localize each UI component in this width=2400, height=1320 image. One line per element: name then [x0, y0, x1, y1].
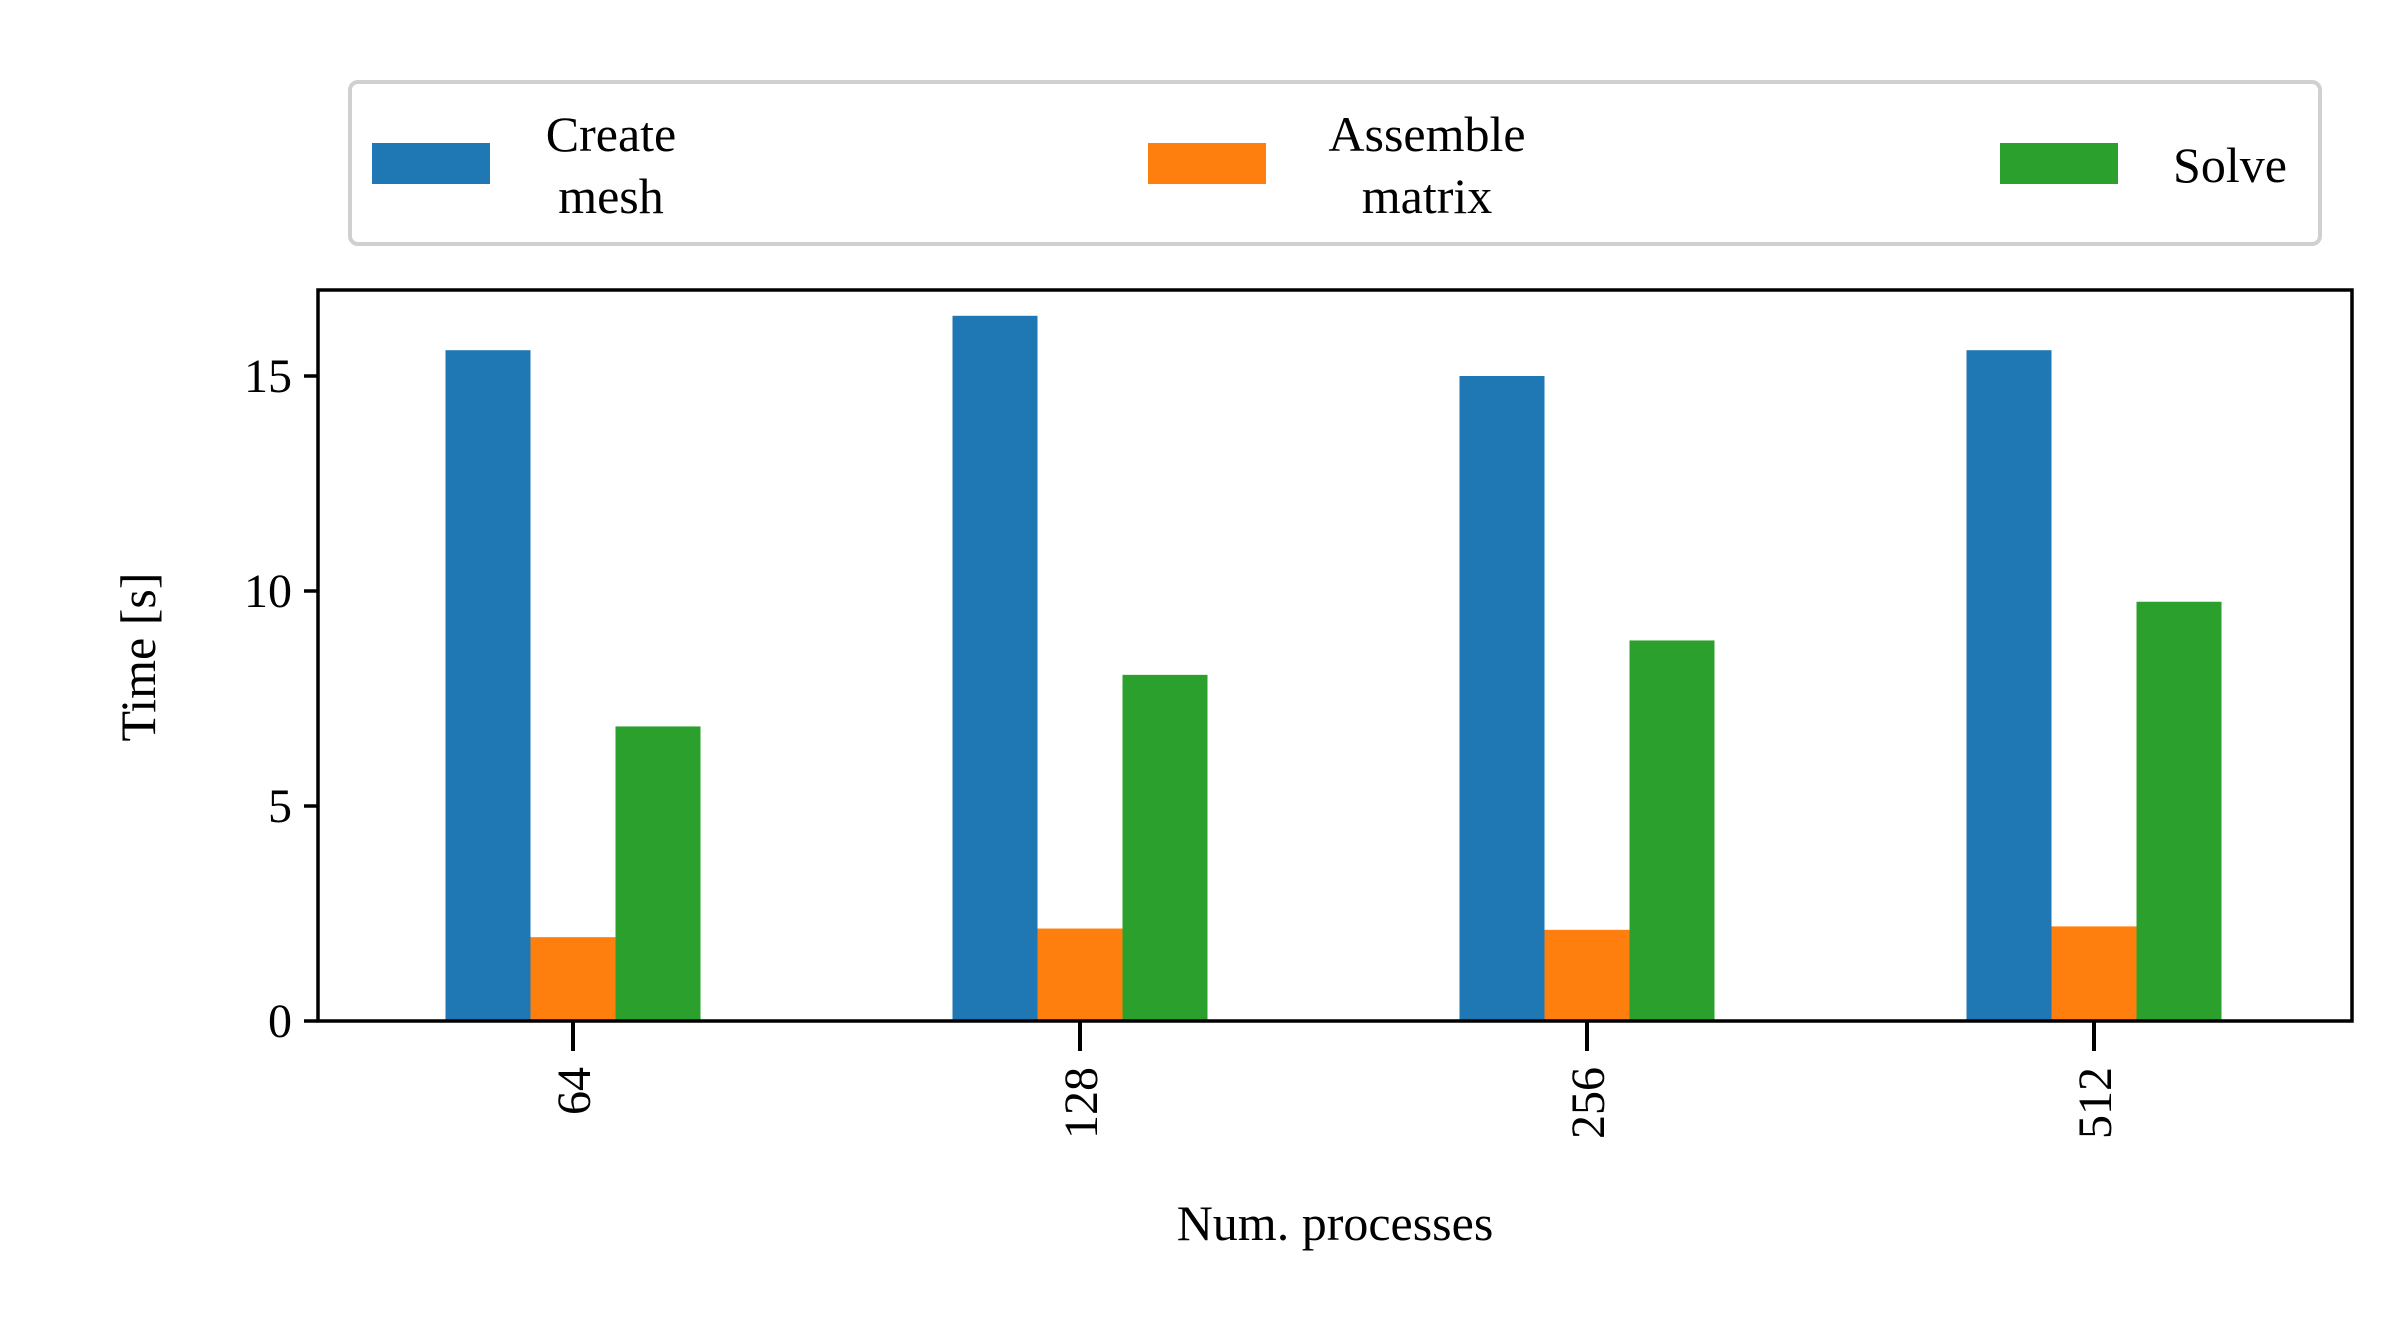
bar-assemble-matrix-512: [2051, 926, 2137, 1021]
bar-create-mesh-128: [952, 315, 1038, 1021]
legend-label: Assemble matrix: [1328, 106, 1525, 224]
x-axis-label: Num. processes: [1177, 1195, 1494, 1251]
legend-label: Create mesh: [546, 106, 676, 224]
axes-frame: [316, 288, 2354, 1023]
y-tick-label: 10: [244, 565, 292, 618]
legend-swatch: [2000, 143, 2118, 184]
x-tick-label: 256: [1562, 1067, 1615, 1139]
bar-assemble-matrix-128: [1037, 928, 1123, 1021]
legend-frame: [348, 80, 2322, 246]
bar-assemble-matrix-64: [530, 937, 616, 1021]
bar-create-mesh-64: [445, 350, 531, 1021]
legend-swatch: [1148, 143, 1266, 184]
y-axis-label: Time [s]: [110, 572, 166, 741]
bar-solve-128: [1122, 674, 1208, 1021]
x-tick-label: 64: [548, 1067, 601, 1115]
bar-solve-256: [1629, 640, 1715, 1021]
bar-solve-64: [615, 726, 701, 1021]
x-tick-label: 512: [2069, 1067, 2122, 1139]
bar-create-mesh-512: [1966, 350, 2052, 1021]
x-tick-label: 128: [1055, 1067, 1108, 1139]
y-tick-label: 15: [244, 350, 292, 403]
bar-create-mesh-256: [1459, 376, 1545, 1021]
bar-assemble-matrix-256: [1544, 929, 1630, 1021]
plot-area: 0 5 10 15 64 128 256 512: [244, 288, 2354, 1139]
legend-label: Solve: [2173, 137, 2287, 193]
bar-solve-512: [2136, 601, 2222, 1021]
y-tick-label: 5: [268, 780, 292, 833]
y-tick-label: 0: [268, 995, 292, 1048]
legend: Create mesh Assemble matrix Solve: [348, 80, 2322, 246]
legend-swatch: [372, 143, 490, 184]
